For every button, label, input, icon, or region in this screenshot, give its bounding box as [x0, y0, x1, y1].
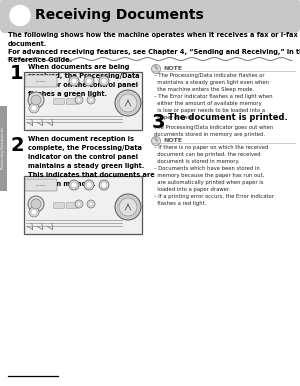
Text: 2: 2 [10, 136, 24, 155]
Circle shape [152, 137, 160, 146]
FancyBboxPatch shape [67, 98, 77, 105]
Circle shape [69, 180, 79, 190]
Circle shape [101, 78, 107, 84]
Text: The following shows how the machine operates when it receives a fax or I-fax
doc: The following shows how the machine oper… [8, 32, 300, 64]
Circle shape [77, 202, 81, 206]
Text: Receiving Documents: Receiving Documents [2, 127, 5, 169]
Circle shape [84, 76, 94, 86]
Circle shape [86, 182, 92, 188]
Circle shape [31, 95, 41, 105]
Circle shape [31, 209, 37, 215]
Text: – The Processing/Data indicator flashes or
  maintains a steady green light even: – The Processing/Data indicator flashes … [154, 73, 273, 120]
Text: NOTE: NOTE [163, 66, 182, 71]
Circle shape [99, 180, 109, 190]
Text: NOTE: NOTE [163, 138, 182, 143]
FancyBboxPatch shape [24, 176, 142, 234]
Circle shape [115, 90, 141, 116]
Text: ✎: ✎ [154, 66, 158, 71]
Text: 3: 3 [152, 113, 166, 132]
FancyBboxPatch shape [67, 203, 77, 208]
Circle shape [86, 78, 92, 84]
Text: – If there is no paper on which the received
  document can be printed, the rece: – If there is no paper on which the rece… [154, 145, 274, 206]
Circle shape [89, 98, 93, 102]
Circle shape [28, 92, 44, 108]
Text: The Processing/Data indicator goes out when
documents stored in memory are print: The Processing/Data indicator goes out w… [154, 125, 273, 137]
Circle shape [119, 198, 137, 216]
Circle shape [87, 200, 95, 208]
Circle shape [77, 98, 81, 102]
Circle shape [89, 202, 93, 206]
Circle shape [10, 5, 30, 25]
FancyBboxPatch shape [53, 98, 64, 105]
Text: Receiving Documents: Receiving Documents [35, 8, 204, 22]
Circle shape [75, 96, 83, 104]
Circle shape [71, 182, 77, 188]
FancyBboxPatch shape [53, 203, 64, 208]
Circle shape [84, 180, 94, 190]
Text: When documents are being
received, the Processing/Data
indicator on the control : When documents are being received, the P… [28, 64, 140, 97]
Circle shape [115, 194, 141, 220]
Circle shape [152, 64, 160, 73]
Circle shape [28, 196, 44, 212]
Text: The document is printed.: The document is printed. [168, 113, 288, 122]
Circle shape [29, 103, 39, 113]
Text: XXXXXXX: XXXXXXX [36, 185, 46, 186]
Circle shape [69, 76, 79, 86]
FancyBboxPatch shape [0, 0, 300, 33]
Circle shape [87, 96, 95, 104]
Text: When document reception is
complete, the Processing/Data
indicator on the contro: When document reception is complete, the… [28, 136, 155, 187]
Circle shape [99, 76, 109, 86]
Bar [0, 106, 7, 191]
FancyBboxPatch shape [24, 72, 142, 130]
FancyBboxPatch shape [25, 179, 57, 191]
Circle shape [71, 78, 77, 84]
Circle shape [31, 199, 41, 209]
Circle shape [29, 207, 39, 217]
Circle shape [119, 94, 137, 112]
Text: 1: 1 [10, 64, 24, 83]
Circle shape [75, 200, 83, 208]
Circle shape [101, 182, 107, 188]
Text: ✎: ✎ [154, 139, 158, 144]
FancyBboxPatch shape [25, 75, 57, 87]
Circle shape [31, 105, 37, 111]
